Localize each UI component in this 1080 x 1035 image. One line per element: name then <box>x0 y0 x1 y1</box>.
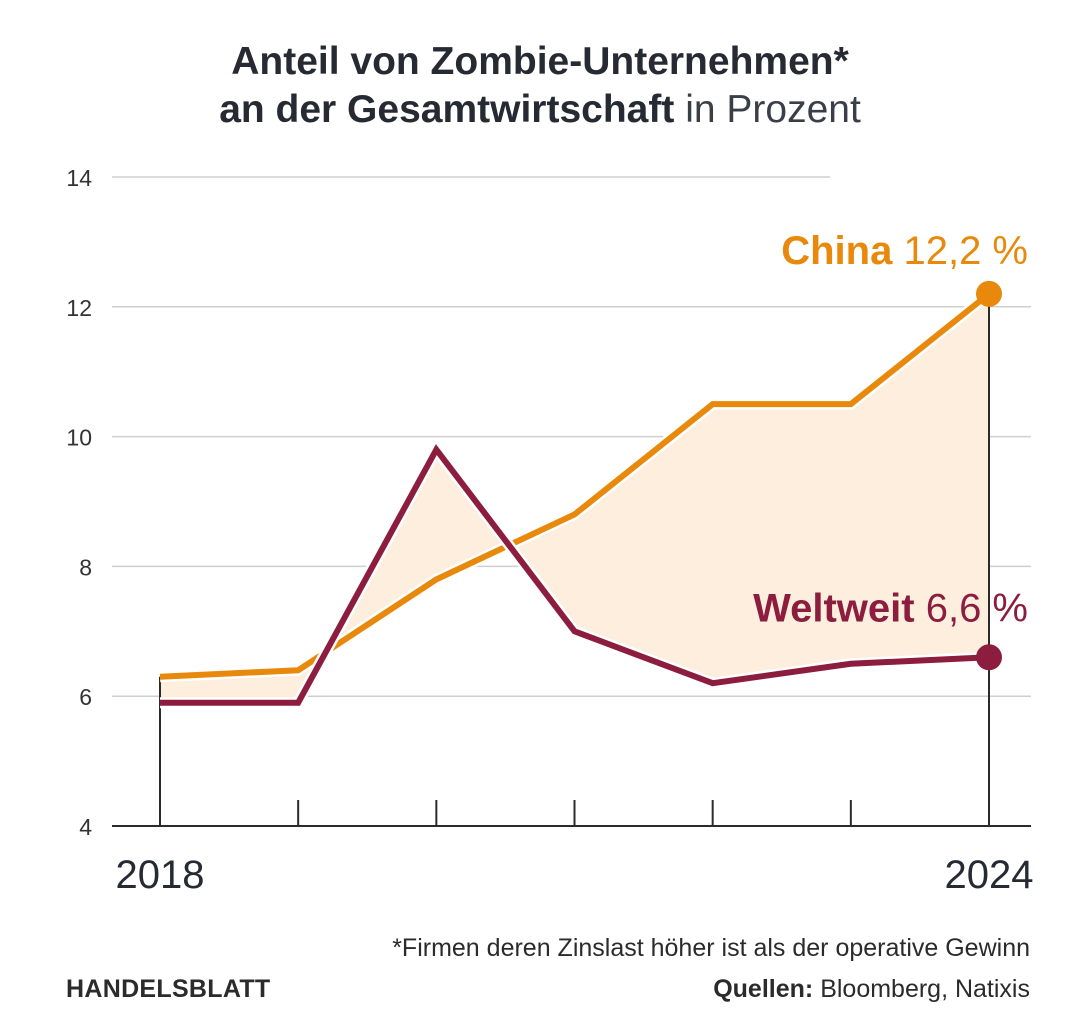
series-end-value-china: 12,2 % <box>903 229 1028 273</box>
fill-between-area <box>160 293 989 703</box>
source-text: Bloomberg, Natixis <box>820 975 1030 1003</box>
series-line-china <box>159 291 991 680</box>
series-name-weltweit: Weltweit <box>753 586 926 630</box>
series-end-value-weltweit: 6,6 % <box>926 586 1028 630</box>
x-tick-label-last: 2024 <box>945 853 1034 897</box>
footnote: *Firmen deren Zinslast höher ist als der… <box>392 934 1030 962</box>
series-line-weltweit <box>160 444 990 706</box>
title-line-2-bold: an der Gesamtwirtschaft <box>219 88 675 131</box>
series-label-weltweit: Weltweit 6,6 % <box>753 586 1028 630</box>
y-tick-label-14: 14 <box>66 165 92 191</box>
end-point-china <box>976 280 1002 307</box>
series-label-china: China 12,2 % <box>781 229 1028 273</box>
chart-title: Anteil von Zombie-Unternehmen* an der Ge… <box>0 38 1080 134</box>
y-tick-label-8: 8 <box>79 554 92 580</box>
source-label: Quellen: <box>713 975 814 1003</box>
y-tick-label-6: 6 <box>79 684 92 710</box>
y-tick-label-4: 4 <box>79 814 92 840</box>
y-tick-label-10: 10 <box>66 425 92 451</box>
brand-logo: HANDELSBLATT <box>66 975 271 1003</box>
x-tick-label-first: 2018 <box>116 853 205 897</box>
source-note: Quellen: Bloomberg, Natixis <box>713 975 1030 1004</box>
title-line-1: Anteil von Zombie-Unternehmen* <box>231 40 849 83</box>
series-name-china: China <box>781 229 903 273</box>
end-point-weltweit <box>976 644 1002 671</box>
y-tick-label-12: 12 <box>66 295 92 321</box>
title-line-2-unit: in Prozent <box>685 88 861 131</box>
